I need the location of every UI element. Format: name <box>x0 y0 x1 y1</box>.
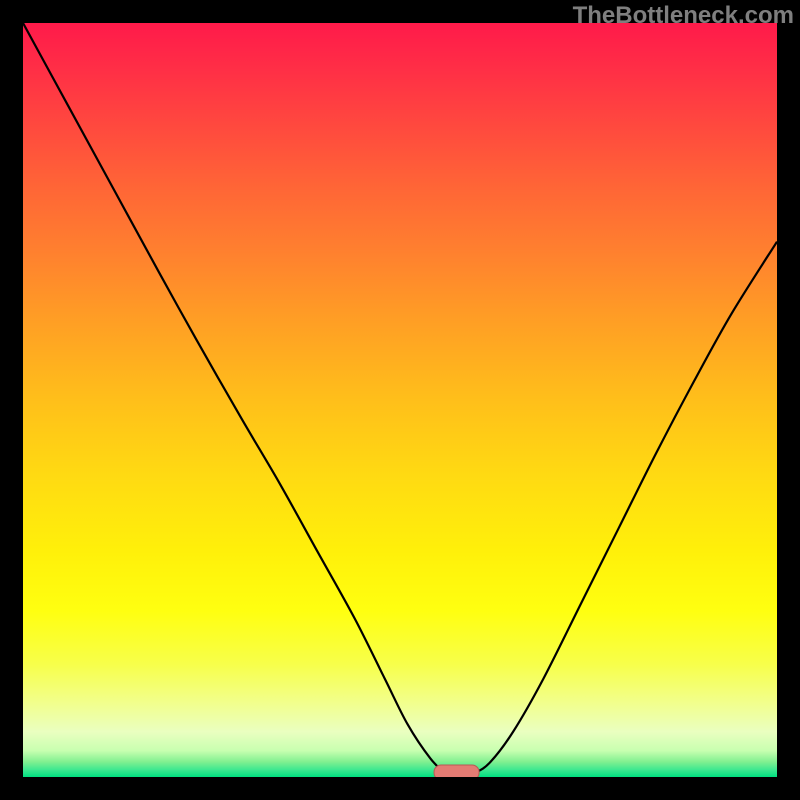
chart-container: TheBottleneck.com <box>0 0 800 800</box>
optimal-marker <box>434 765 479 777</box>
plot-background <box>23 23 777 777</box>
bottleneck-chart <box>23 23 777 777</box>
